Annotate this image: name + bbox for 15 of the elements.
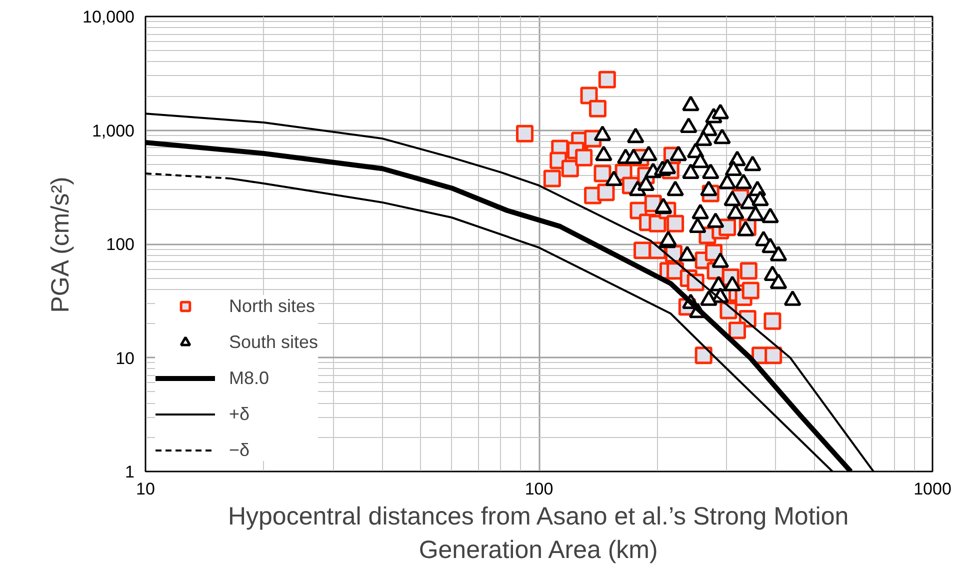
legend-label: −δ (229, 440, 250, 460)
y-tick-label: 10 (116, 348, 135, 368)
x-tick-label: 100 (524, 480, 554, 498)
y-tick-label: 100 (106, 235, 135, 254)
y-tick-label: 1 (125, 462, 135, 482)
legend-label: North sites (229, 296, 316, 316)
y-tick-label: 1,000 (92, 121, 135, 140)
legend-label: +δ (229, 404, 250, 424)
x-axis-title: Hypocentral distances from Asano et al.’s Strong Motion Generation Area (km) (228, 502, 849, 564)
y-axis-title: PGA (cm/s²) (46, 176, 75, 313)
legend-label: M8.0 (229, 368, 270, 388)
legend-label: South sites (229, 332, 318, 352)
y-tick-label: 10,000 (82, 8, 135, 26)
x-tick-label: 1000 (914, 480, 952, 498)
x-tick-label: 10 (136, 480, 155, 498)
